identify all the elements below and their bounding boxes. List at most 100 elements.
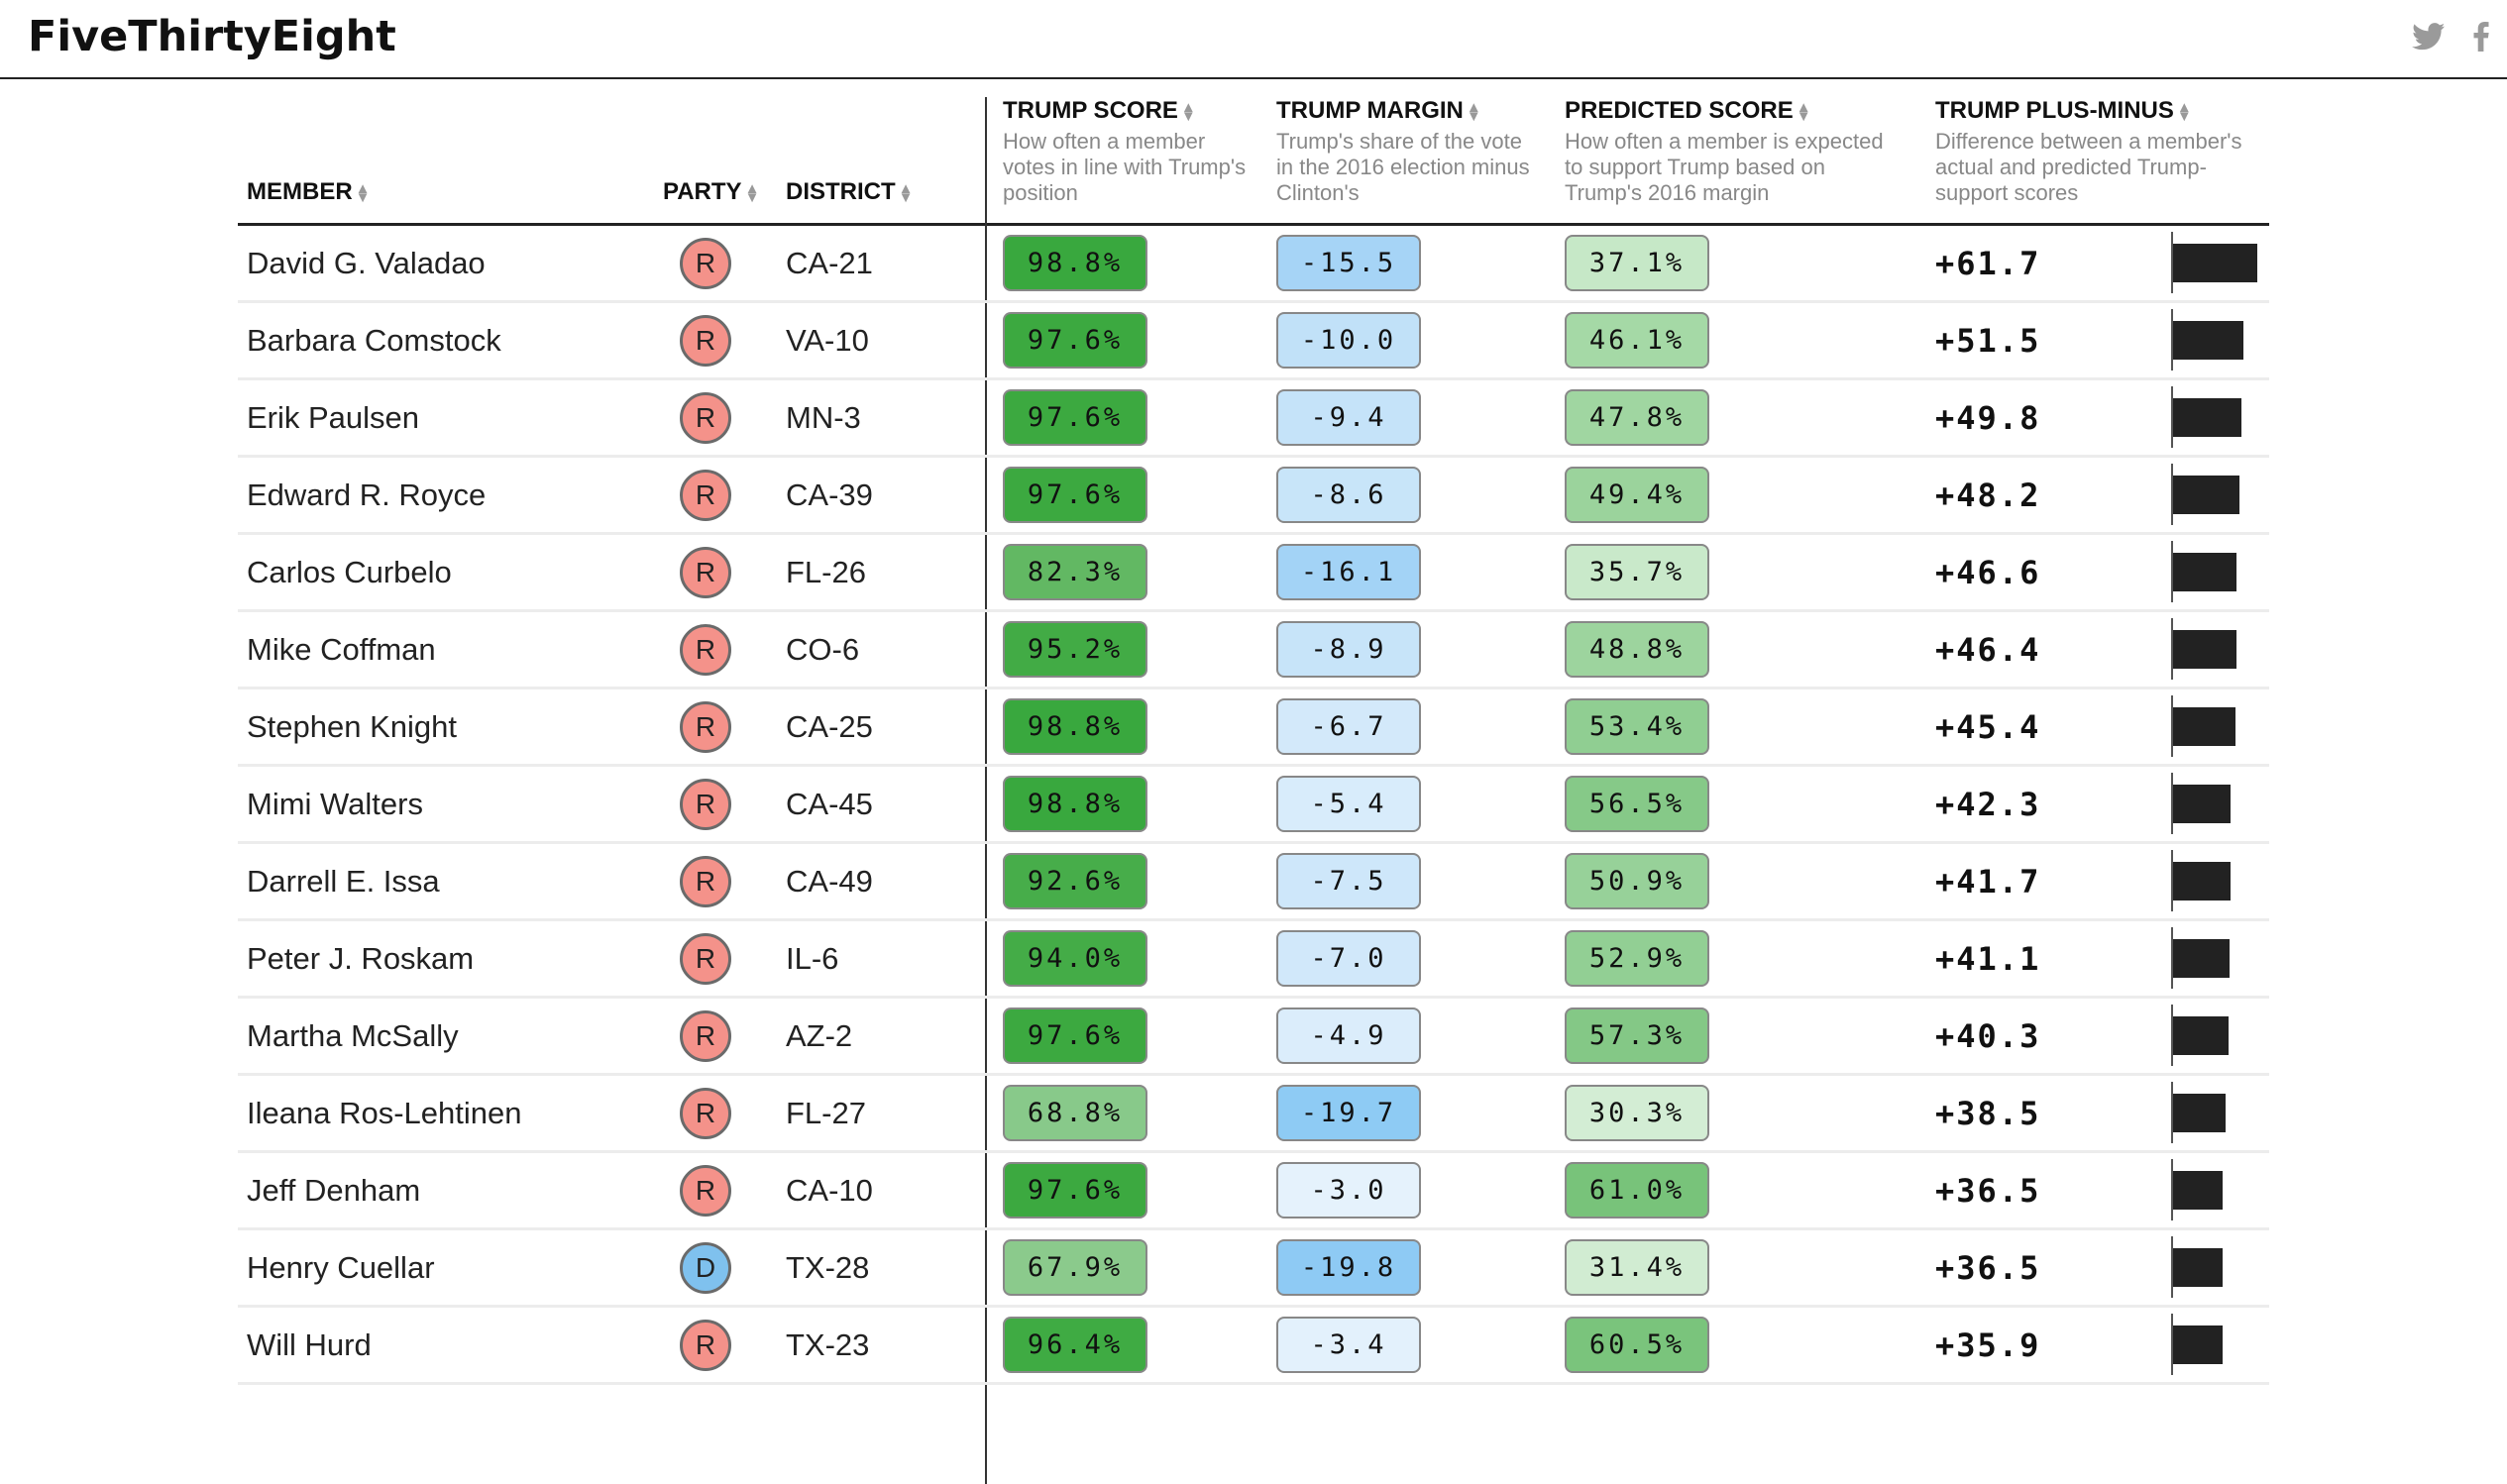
trump-score-value: 92.6%: [1003, 853, 1147, 909]
sort-trump-score[interactable]: TRUMP SCORE ▲ ▼: [1003, 97, 1196, 125]
table-row[interactable]: Henry Cuellar D TX-28 67.9% -19.8 31.4% +36.5: [238, 1230, 2269, 1308]
sort-district[interactable]: DISTRICT ▲ ▼: [786, 178, 914, 206]
table-row[interactable]: Darrell E. Issa R CA-49 92.6% -7.5 50.9% +41.7: [238, 844, 2269, 921]
trump-margin-value: -10.0: [1276, 312, 1421, 369]
table-header: MEMBER ▲ ▼ PARTY ▲ ▼ DISTRICT ▲ ▼ TRUMP SCORE ▲…: [238, 79, 2269, 226]
predicted-score-value: 52.9%: [1565, 930, 1709, 987]
bar-axis: [2171, 850, 2173, 911]
trump-margin-description: Trump's share of the vote in the 2016 el…: [1276, 129, 1530, 205]
sort-predicted-score[interactable]: PREDICTED SCORE ▲ ▼: [1565, 97, 1811, 125]
sort-arrows-icon: ▲ ▼: [2176, 98, 2192, 125]
predicted-score-cell: 50.9%: [1565, 844, 1709, 918]
table-row[interactable]: Will Hurd R TX-23 96.4% -3.4 60.5% +35.9: [238, 1308, 2269, 1385]
predicted-score-cell: 37.1%: [1565, 226, 1709, 300]
trump-margin-cell: -8.6: [1276, 458, 1421, 532]
sort-arrows-icon: ▲ ▼: [744, 179, 760, 206]
column-divider: [985, 97, 987, 1484]
trump-score-value: 97.6%: [1003, 467, 1147, 523]
trump-margin-value: -3.0: [1276, 1162, 1421, 1219]
plus-minus-bar: [2173, 476, 2239, 514]
predicted-score-cell: 52.9%: [1565, 921, 1709, 996]
trump-margin-value: -9.4: [1276, 389, 1421, 446]
facebook-icon[interactable]: [2473, 22, 2489, 52]
party-label: R: [680, 1009, 731, 1062]
district: FL-26: [786, 554, 866, 589]
predicted-score-cell: 47.8%: [1565, 380, 1709, 455]
predicted-score-cell: 46.1%: [1565, 303, 1709, 377]
plus-minus-value: +42.3: [1935, 785, 2041, 823]
member-name: Mimi Walters: [247, 786, 423, 821]
table-row[interactable]: Stephen Knight R CA-25 98.8% -6.7 53.4% +45.4: [238, 689, 2269, 767]
party-badge: R: [680, 999, 731, 1073]
sort-member[interactable]: MEMBER ▲ ▼: [247, 178, 371, 206]
member-name: David G. Valadao: [247, 245, 486, 280]
trump-score-value: 96.4%: [1003, 1317, 1147, 1373]
trump-margin-value: -16.1: [1276, 544, 1421, 600]
table-row[interactable]: Peter J. Roskam R IL-6 94.0% -7.0 52.9% +41.1: [238, 921, 2269, 999]
trump-score-value: 98.8%: [1003, 698, 1147, 755]
table-row[interactable]: Martha McSally R AZ-2 97.6% -4.9 57.3% +40.3: [238, 999, 2269, 1076]
bar-axis: [2171, 927, 2173, 989]
party-badge: R: [680, 844, 731, 918]
member-name: Darrell E. Issa: [247, 863, 440, 899]
party-badge: R: [680, 612, 731, 687]
table-row[interactable]: Mike Coffman R CO-6 95.2% -8.9 48.8% +46.4: [238, 612, 2269, 689]
trump-margin-value: -4.9: [1276, 1007, 1421, 1064]
bar-axis: [2171, 541, 2173, 602]
party-badge: R: [680, 535, 731, 609]
plus-minus-value: +38.5: [1935, 1094, 2041, 1132]
member-name: Barbara Comstock: [247, 322, 501, 358]
party-label: R: [680, 391, 731, 444]
predicted-score-cell: 49.4%: [1565, 458, 1709, 532]
predicted-score-cell: 48.8%: [1565, 612, 1709, 687]
party-label: R: [680, 469, 731, 521]
plus-minus-bar: [2173, 553, 2236, 591]
trump-margin-value: -8.6: [1276, 467, 1421, 523]
plus-minus-bar: [2173, 785, 2231, 823]
party-label: R: [680, 314, 731, 367]
predicted-score-cell: 35.7%: [1565, 535, 1709, 609]
predicted-score-value: 30.3%: [1565, 1085, 1709, 1141]
party-badge: R: [680, 226, 731, 300]
table-row[interactable]: Carlos Curbelo R FL-26 82.3% -16.1 35.7% +46.6: [238, 535, 2269, 612]
table-row[interactable]: Barbara Comstock R VA-10 97.6% -10.0 46.1% +51…: [238, 303, 2269, 380]
plus-minus-bar: [2173, 321, 2243, 360]
predicted-score-value: 31.4%: [1565, 1239, 1709, 1296]
plus-minus-value: +36.5: [1935, 1171, 2041, 1210]
plus-minus-description: Difference between a member's actual and…: [1935, 129, 2242, 205]
party-badge: R: [680, 1308, 731, 1382]
site-logo[interactable]: FiveThirtyEight: [28, 12, 396, 61]
trump-score-value: 97.6%: [1003, 389, 1147, 446]
predicted-score-value: 48.8%: [1565, 621, 1709, 678]
table-row[interactable]: Ileana Ros-Lehtinen R FL-27 68.8% -19.7 30.3%…: [238, 1076, 2269, 1153]
member-name: Jeff Denham: [247, 1172, 421, 1208]
trump-score-value: 98.8%: [1003, 776, 1147, 832]
party-badge: R: [680, 689, 731, 764]
table-row[interactable]: Mimi Walters R CA-45 98.8% -5.4 56.5% +42.3: [238, 767, 2269, 844]
member-name: Peter J. Roskam: [247, 940, 475, 976]
party-label: R: [680, 855, 731, 907]
predicted-score-cell: 30.3%: [1565, 1076, 1709, 1150]
twitter-icon[interactable]: [2412, 23, 2446, 51]
table-row[interactable]: David G. Valadao R CA-21 98.8% -15.5 37.1% +61…: [238, 226, 2269, 303]
member-name: Mike Coffman: [247, 631, 436, 667]
plus-minus-bar: [2173, 630, 2236, 669]
trump-score-value: 98.8%: [1003, 235, 1147, 291]
predicted-score-description: How often a member is expected to suppor…: [1565, 129, 1884, 205]
trump-margin-value: -19.8: [1276, 1239, 1421, 1296]
plus-minus-bar: [2173, 1248, 2223, 1287]
table-row[interactable]: Erik Paulsen R MN-3 97.6% -9.4 47.8% +49.8: [238, 380, 2269, 458]
trump-score-value: 97.6%: [1003, 312, 1147, 369]
trump-score-value: 94.0%: [1003, 930, 1147, 987]
sort-arrows-icon: ▲ ▼: [355, 179, 371, 206]
district: VA-10: [786, 322, 869, 358]
bar-axis: [2171, 1159, 2173, 1220]
predicted-score-value: 47.8%: [1565, 389, 1709, 446]
plus-minus-bar: [2173, 1171, 2223, 1210]
sort-party[interactable]: PARTY ▲ ▼: [663, 178, 760, 206]
table-row[interactable]: Jeff Denham R CA-10 97.6% -3.0 61.0% +36.5: [238, 1153, 2269, 1230]
party-badge: R: [680, 458, 731, 532]
sort-plus-minus[interactable]: TRUMP PLUS-MINUS ▲ ▼: [1935, 97, 2192, 125]
sort-trump-margin[interactable]: TRUMP MARGIN ▲ ▼: [1276, 97, 1481, 125]
table-row[interactable]: Edward R. Royce R CA-39 97.6% -8.6 49.4% +48.2: [238, 458, 2269, 535]
